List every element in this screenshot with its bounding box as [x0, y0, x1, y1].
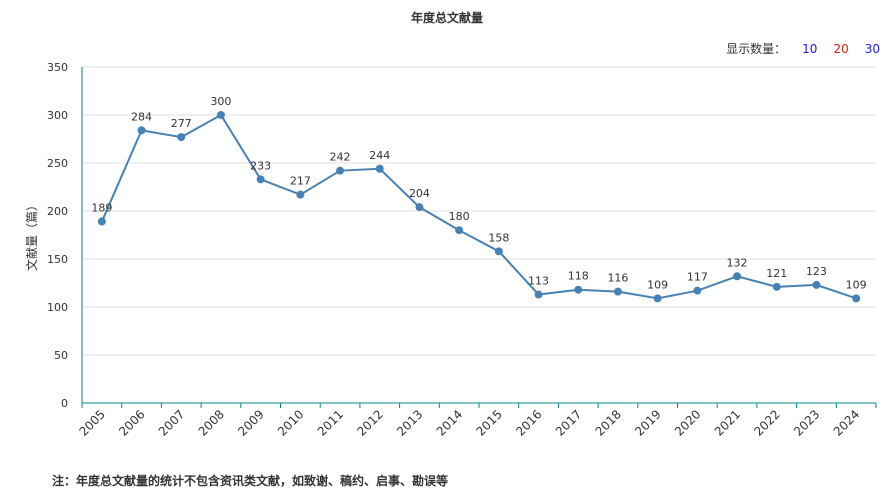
data-point[interactable] — [216, 111, 225, 119]
data-label: 132 — [727, 256, 748, 269]
data-point[interactable] — [256, 175, 265, 184]
data-label: 284 — [131, 110, 152, 123]
x-tick-label: 2010 — [275, 407, 306, 438]
grid-lines — [82, 66, 876, 356]
data-label: 244 — [369, 149, 390, 162]
show-count-selector: 显示数量： 10 20 30 — [726, 40, 880, 57]
x-tick-label: 2017 — [553, 407, 584, 438]
data-point[interactable] — [653, 294, 662, 303]
show-count-label: 显示数量： — [726, 42, 787, 56]
y-tick-label: 50 — [54, 349, 68, 362]
x-tick-label: 2021 — [712, 407, 743, 438]
data-label: 117 — [687, 271, 708, 284]
x-tick-label: 2005 — [76, 407, 107, 438]
show-count-option-20[interactable]: 20 — [833, 41, 849, 56]
data-label: 242 — [330, 151, 351, 164]
data-point[interactable] — [733, 272, 742, 281]
x-tick-label: 2023 — [791, 407, 822, 438]
show-count-option-30[interactable]: 30 — [864, 41, 880, 56]
data-label: 158 — [488, 231, 509, 244]
x-tick-label: 2016 — [513, 407, 544, 438]
x-tick-label: 2014 — [434, 407, 465, 438]
data-label: 121 — [766, 267, 787, 280]
data-point[interactable] — [455, 226, 464, 235]
y-tick-label: 0 — [61, 397, 68, 410]
show-count-option-10[interactable]: 10 — [802, 41, 818, 56]
data-point[interactable] — [415, 203, 424, 212]
x-tick-label: 2024 — [831, 407, 862, 438]
x-tick-label: 2015 — [473, 407, 504, 438]
data-point[interactable] — [296, 190, 305, 199]
y-axis-label: 文献量（篇） — [24, 199, 39, 271]
data-point[interactable] — [97, 217, 106, 226]
data-label: 113 — [528, 275, 549, 288]
data-point[interactable] — [137, 126, 146, 135]
data-point[interactable] — [613, 287, 622, 296]
data-label: 116 — [607, 272, 628, 285]
y-tick-label: 300 — [47, 109, 68, 122]
data-label: 300 — [210, 95, 231, 108]
x-tick-label: 2022 — [751, 407, 782, 438]
y-tick-label: 100 — [47, 301, 68, 314]
x-tick-label: 2011 — [315, 407, 346, 438]
data-point[interactable] — [177, 133, 186, 142]
x-tick-label: 2009 — [235, 407, 266, 438]
series: 189 284 277 300 233 217 242 244 204 180 158 113 118 1… — [91, 95, 867, 303]
x-tick-label: 2007 — [156, 407, 187, 438]
data-point[interactable] — [812, 280, 821, 289]
x-tick-label: 2018 — [593, 407, 624, 438]
y-tick-label: 200 — [47, 205, 68, 218]
footnote: 注：年度总文献量的统计不包含资讯类文献，如致谢、稿约、启事、勘误等 — [52, 474, 449, 488]
data-label: 217 — [290, 175, 311, 188]
data-label: 118 — [568, 270, 589, 283]
chart-title: 年度总文献量 — [410, 11, 483, 25]
y-tick-label: 250 — [47, 157, 68, 170]
data-point[interactable] — [852, 294, 861, 303]
y-tick-label: 150 — [47, 253, 68, 266]
data-label: 277 — [171, 117, 192, 130]
x-tick-label: 2012 — [354, 407, 385, 438]
data-label: 204 — [409, 187, 430, 200]
data-point[interactable] — [494, 247, 503, 256]
data-point[interactable] — [375, 164, 384, 173]
x-tick-label: 2019 — [632, 407, 663, 438]
x-tick-label: 2013 — [394, 407, 425, 438]
data-label: 233 — [250, 159, 271, 172]
data-point[interactable] — [574, 285, 583, 294]
y-tick-label: 350 — [47, 61, 68, 74]
data-point[interactable] — [336, 166, 345, 175]
x-tick-label: 2020 — [672, 407, 703, 438]
x-tick-label: 2008 — [196, 407, 227, 438]
series-line — [100, 113, 857, 300]
data-label: 109 — [647, 278, 668, 291]
data-point[interactable] — [772, 282, 781, 291]
data-point[interactable] — [534, 290, 543, 299]
data-label: 123 — [806, 265, 827, 278]
data-label: 109 — [846, 278, 867, 291]
data-label: 180 — [449, 210, 470, 223]
data-point[interactable] — [693, 286, 702, 295]
data-label: 189 — [91, 202, 112, 215]
x-tick-label: 2006 — [116, 407, 147, 438]
